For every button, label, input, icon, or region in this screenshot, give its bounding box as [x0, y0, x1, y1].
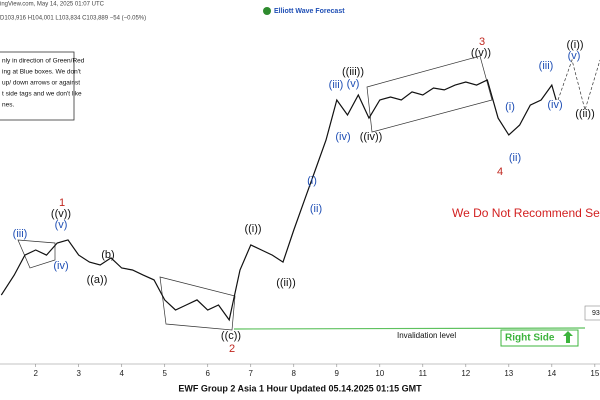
- x-tick-label: 5: [163, 369, 168, 378]
- wave-label: ((ii)): [575, 108, 595, 120]
- x-tick-label: 12: [461, 369, 470, 378]
- x-tick-label: 6: [206, 369, 211, 378]
- wave-label: (iii): [539, 60, 554, 72]
- notice-line: up/ down arrows or against: [2, 80, 80, 87]
- wave-label: ((ii)): [276, 277, 296, 289]
- side-box: [500, 329, 579, 347]
- x-tick-label: 7: [249, 369, 254, 378]
- price-line: [0, 79, 557, 322]
- source: ingView.com, May 14, 2025 01:07 UTC: [0, 2, 105, 8]
- side-label: Right Side: [505, 333, 555, 344]
- notice-box: [0, 51, 75, 121]
- notice-line: ing at Blue boxes. We don't: [2, 69, 81, 76]
- x-tick-label: 2: [33, 369, 38, 378]
- projection: [557, 58, 600, 112]
- wave-label: (ii): [310, 203, 322, 215]
- wave-label: ((a)): [87, 274, 108, 286]
- channel: [17, 239, 56, 269]
- x-tick-label: 14: [547, 369, 556, 378]
- wave-label: 3: [479, 36, 485, 48]
- price-tag-box: [584, 305, 600, 321]
- chart-title: EWF Group 2 Asia 1 Hour Updated 05.14.20…: [178, 383, 422, 393]
- notice-line: t side tags and we don't like: [2, 91, 82, 98]
- channels: [17, 55, 600, 331]
- wave-label: ((iv)): [360, 131, 383, 143]
- wave-label: ((i)): [244, 223, 261, 235]
- wave-label: (ii): [509, 152, 521, 164]
- up-arrow: [563, 331, 573, 343]
- warning: We Do Not Recommend Sell: [452, 206, 600, 220]
- notice-line: nes.: [2, 102, 14, 109]
- x-tick-label: 4: [119, 369, 124, 378]
- wave-label: (iii): [329, 79, 344, 91]
- wave-label: (v): [347, 78, 360, 90]
- wave-label: (b): [101, 249, 114, 261]
- wave-label: (i): [307, 175, 317, 187]
- x-tick-label: 3: [76, 369, 81, 378]
- wave-label: ((v)): [51, 208, 71, 220]
- wave-label: (v): [55, 219, 68, 231]
- invalidation-label: Invalidation level: [397, 331, 456, 340]
- wave-label: (iv): [335, 131, 350, 143]
- wave-label: ((i)): [566, 39, 583, 51]
- wave-label: 1: [59, 197, 65, 209]
- wave-label: 2: [229, 343, 235, 355]
- logo-icon: [263, 7, 271, 15]
- wave-label: (v): [568, 50, 581, 62]
- invalidation-line: [233, 327, 586, 330]
- wave-label: 4: [497, 166, 503, 178]
- x-tick-label: 8: [292, 369, 297, 378]
- ohlc: D103,916 H104,001 L103,834 C103,889 −54 …: [0, 16, 146, 22]
- notice: nly in direction of Green/Red ing at Blu…: [2, 58, 85, 109]
- wave-label: ((c)): [221, 330, 241, 342]
- channel: [159, 276, 236, 331]
- price-tag: 93: [592, 310, 600, 317]
- channel: [366, 55, 493, 133]
- x-tick-label: 15: [590, 369, 599, 378]
- x-tick-label: 11: [419, 369, 428, 378]
- plot: 2 3 4 5 6 7 8 9 10 11 12 13 14 15: [0, 79, 600, 378]
- wave-label: (iii): [13, 228, 28, 240]
- x-tick-label: 9: [335, 369, 340, 378]
- x-tick-label: 13: [504, 369, 513, 378]
- wave-label: (iv): [547, 99, 562, 111]
- notice-line: nly in direction of Green/Red: [2, 58, 85, 65]
- wave-label: (i): [505, 101, 515, 113]
- logo: Elliott Wave Forecast: [274, 8, 345, 15]
- wave-label: ((v)): [471, 47, 491, 59]
- wave-label: (iv): [53, 260, 68, 272]
- wave-label: ((iii)): [342, 66, 364, 78]
- x-tick-label: 10: [375, 369, 384, 378]
